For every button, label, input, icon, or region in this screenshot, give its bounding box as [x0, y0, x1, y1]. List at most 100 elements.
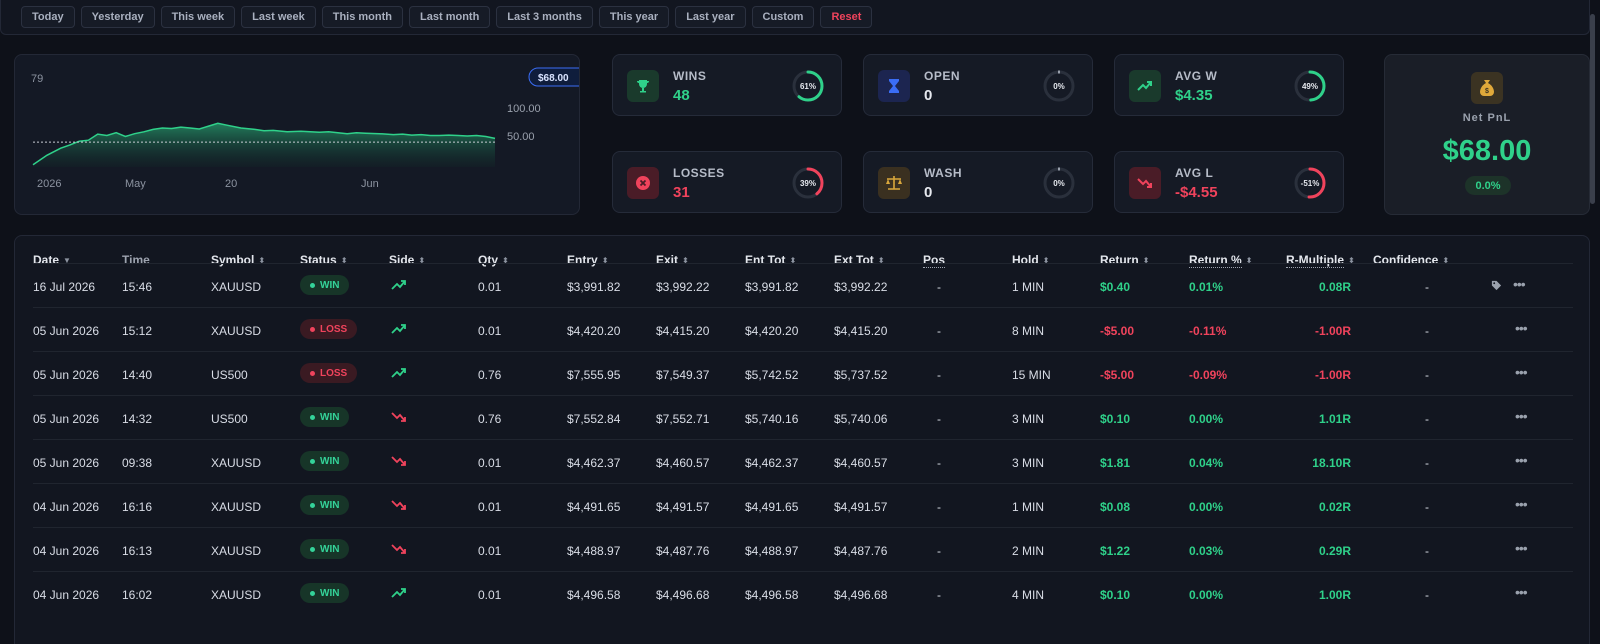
- cell-qty: 0.01: [478, 280, 502, 294]
- status-badge: WIN: [300, 583, 350, 603]
- row-more-options-icon[interactable]: •••: [1515, 408, 1528, 424]
- ring-arc: [1294, 70, 1326, 102]
- trades-table: Date ▼ Time Symbol ⬍ Status ⬍ Side ⬍ Qty ⬍ Entry ⬍ Ex…: [14, 235, 1590, 644]
- cell-date: 16 Jul 2026: [33, 280, 96, 294]
- x-tick-label: 2026: [37, 178, 61, 190]
- row-more-options-icon[interactable]: •••: [1515, 320, 1528, 336]
- status-dot: [310, 590, 315, 596]
- table-row[interactable]: 04 Jun 2026 16:16 XAUUSD WIN 0.01 $4,491.65 $4…: [33, 483, 1573, 528]
- table-row[interactable]: 16 Jul 2026 15:46 XAUUSD WIN 0.01 $3,991.82 $3…: [33, 263, 1573, 308]
- net-pnl-percent-badge: 0.0%: [1465, 176, 1511, 195]
- status-dot: [310, 414, 315, 420]
- cell-exit: $4,491.57: [656, 500, 710, 514]
- cell-ext-tot: $4,487.76: [834, 544, 888, 558]
- status-label: WIN: [320, 499, 340, 511]
- avg-win-label: AVG W: [1175, 69, 1218, 83]
- sort-icon: ⬍: [682, 256, 689, 265]
- status-badge: WIN: [300, 451, 350, 471]
- cell-ent-tot: $5,740.16: [745, 412, 799, 426]
- cell-qty: 0.01: [478, 588, 502, 602]
- range-this-year-button[interactable]: This year: [598, 6, 670, 28]
- range-last-3-months-button[interactable]: Last 3 months: [496, 6, 593, 28]
- range-this-week-button[interactable]: This week: [160, 6, 236, 28]
- cell-time: 16:13: [122, 544, 153, 558]
- table-row[interactable]: 05 Jun 2026 15:12 XAUUSD LOSS 0.01 $4,420.20 $…: [33, 307, 1573, 352]
- side-short-trend-down-icon: [391, 456, 406, 466]
- table-row[interactable]: 05 Jun 2026 14:32 US500 WIN 0.76 $7,552.84 $7,…: [33, 395, 1573, 440]
- cell-ext-tot: $5,737.52: [834, 368, 888, 382]
- cell-time: 09:38: [122, 456, 153, 470]
- table-row[interactable]: 04 Jun 2026 16:02 XAUUSD WIN 0.01 $4,496.58 $4…: [33, 571, 1573, 616]
- cell-date: 04 Jun 2026: [33, 588, 100, 602]
- cell-ent-tot: $4,496.58: [745, 588, 799, 602]
- range-yesterday-button[interactable]: Yesterday: [80, 6, 155, 28]
- tag-icon[interactable]: [1491, 280, 1502, 291]
- cell-r-mult: -1.00R: [1314, 324, 1351, 338]
- cell-time: 16:02: [122, 588, 153, 602]
- scrollbar[interactable]: [1590, 0, 1598, 644]
- trophy-icon: [627, 70, 659, 102]
- trend-down-icon: [1129, 167, 1161, 199]
- scrollbar-thumb[interactable]: [1590, 14, 1595, 204]
- status-label: WIN: [320, 279, 340, 291]
- cell-date: 04 Jun 2026: [33, 544, 100, 558]
- ring-percent-label: 49%: [1302, 82, 1318, 91]
- cell-ext-tot: $4,415.20: [834, 324, 888, 338]
- ring-percent-label: 39%: [800, 179, 816, 188]
- cell-entry: $7,555.95: [567, 368, 621, 382]
- cell-hold: 8 MIN: [1012, 324, 1045, 338]
- trend-up-icon: [1129, 70, 1161, 102]
- cell-qty: 0.76: [478, 368, 502, 382]
- open-ring: 0%: [1043, 70, 1075, 102]
- cell-time: 16:16: [122, 500, 153, 514]
- cell-ret-pct: 0.00%: [1189, 500, 1224, 514]
- avg-win-value: $4.35: [1175, 87, 1213, 104]
- cell-conf: -: [1425, 280, 1429, 294]
- sort-icon: ⬍: [601, 256, 609, 265]
- cell-r-mult: 1.00R: [1318, 588, 1351, 602]
- status-badge: WIN: [300, 539, 350, 559]
- avg-loss-card: AVG L -$4.55 -51%: [1114, 151, 1344, 213]
- range-this-month-button[interactable]: This month: [321, 6, 404, 28]
- cell-ext-tot: $4,496.68: [834, 588, 888, 602]
- wash-card: WASH 0 0%: [863, 151, 1093, 213]
- cell-ent-tot: $4,491.65: [745, 500, 799, 514]
- cell-exit: $3,992.22: [656, 280, 710, 294]
- x-circle-icon: [627, 167, 659, 199]
- cell-ent-tot: $4,420.20: [745, 324, 799, 338]
- current-value-badge: [528, 67, 579, 87]
- table-row[interactable]: 04 Jun 2026 16:13 XAUUSD WIN 0.01 $4,488.97 $4…: [33, 527, 1573, 572]
- status-badge: WIN: [300, 275, 350, 295]
- row-more-options-icon[interactable]: •••: [1515, 540, 1528, 556]
- cell-hold: 1 MIN: [1012, 500, 1045, 514]
- avg-loss-ring: -51%: [1294, 167, 1326, 199]
- range-last-year-button[interactable]: Last year: [675, 6, 746, 28]
- status-dot: [310, 458, 315, 464]
- range-custom-button[interactable]: Custom: [751, 6, 815, 28]
- sort-icon: ⬍: [1142, 256, 1150, 265]
- cell-exit: $4,415.20: [656, 324, 710, 338]
- status-label: WIN: [320, 587, 340, 599]
- range-today-button[interactable]: Today: [21, 6, 75, 28]
- cell-hold: 1 MIN: [1012, 280, 1045, 294]
- cell-ext-tot: $5,740.06: [834, 412, 888, 426]
- table-row[interactable]: 05 Jun 2026 14:40 US500 LOSS 0.76 $7,555.95 $7…: [33, 351, 1573, 396]
- row-more-options-icon[interactable]: •••: [1515, 496, 1528, 512]
- row-more-options-icon[interactable]: •••: [1513, 276, 1526, 292]
- row-more-options-icon[interactable]: •••: [1515, 584, 1528, 600]
- range-last-week-button[interactable]: Last week: [241, 6, 316, 28]
- range-last-month-button[interactable]: Last month: [409, 6, 491, 28]
- chart-top-value: 79: [31, 73, 43, 85]
- cell-ent-tot: $5,742.52: [745, 368, 799, 382]
- ring-arc: [792, 70, 824, 102]
- cell-ret-pct: 0.00%: [1189, 588, 1224, 602]
- status-dot: [310, 546, 315, 552]
- cell-entry: $4,462.37: [567, 456, 621, 470]
- range-reset-button[interactable]: Reset: [820, 6, 873, 28]
- sort-icon: ⬍: [340, 256, 348, 265]
- cell-conf: -: [1425, 412, 1429, 426]
- row-more-options-icon[interactable]: •••: [1515, 364, 1528, 380]
- cell-exit: $4,496.68: [656, 588, 710, 602]
- row-more-options-icon[interactable]: •••: [1515, 452, 1528, 468]
- table-row[interactable]: 05 Jun 2026 09:38 XAUUSD WIN 0.01 $4,462.37 $4…: [33, 439, 1573, 484]
